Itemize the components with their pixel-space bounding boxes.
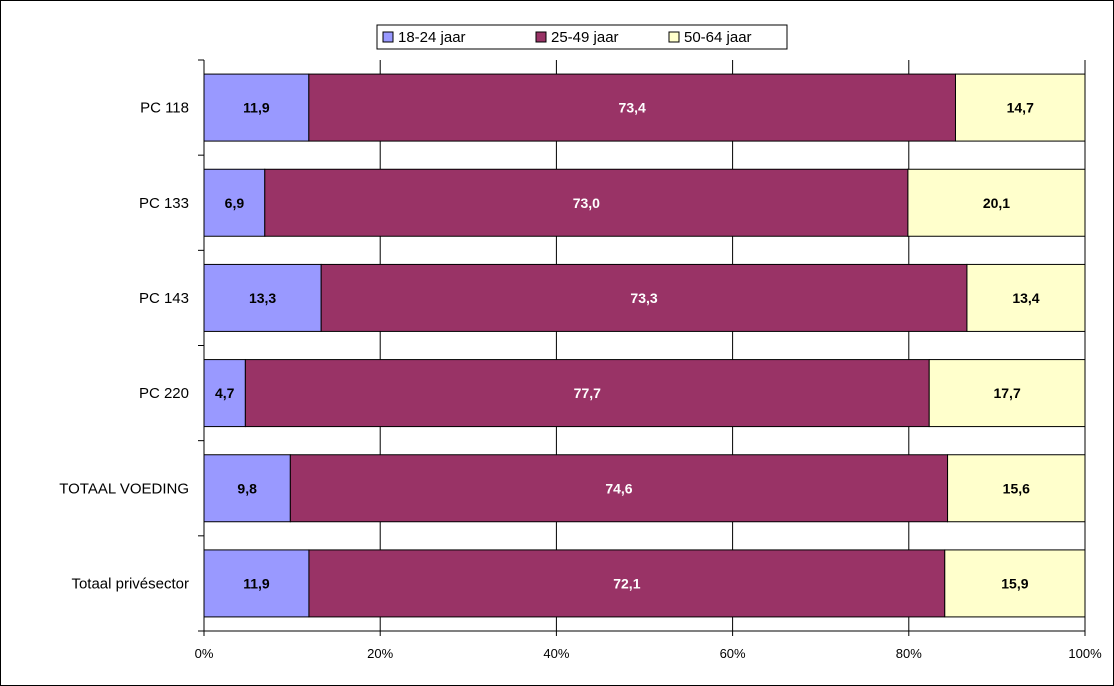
bar-segment	[203, 73, 310, 142]
data-label: 6,9	[225, 195, 245, 211]
data-label: 11,9	[243, 575, 270, 591]
data-label: 4,7	[215, 385, 235, 401]
data-label: 72,1	[613, 575, 640, 591]
axes: 0% 20% 40% 60% 80% 100% PC 118 PC 133 PC 143 PC 2…	[59, 59, 1102, 661]
x-tick-label: 20%	[367, 646, 393, 661]
data-label: 73,3	[630, 290, 657, 306]
bar-segment	[907, 168, 1086, 237]
data-label: 15,6	[1003, 480, 1030, 496]
legend-swatch	[535, 31, 547, 43]
data-label: 14,7	[1007, 100, 1034, 116]
bar-segment	[308, 549, 946, 618]
data-label: 73,0	[573, 195, 600, 211]
data-label: 13,3	[249, 290, 276, 306]
bar-segment	[947, 454, 1086, 523]
data-label: 77,7	[574, 385, 601, 401]
data-label: 73,4	[619, 100, 646, 116]
x-tick-label: 100%	[1068, 646, 1102, 661]
bar-segment	[264, 168, 909, 237]
bar-segment	[954, 73, 1086, 142]
data-label: 20,1	[983, 195, 1010, 211]
x-tick-label: 60%	[720, 646, 746, 661]
bar-segment	[944, 549, 1086, 618]
category-label: PC 143	[139, 290, 189, 307]
x-tick-label: 40%	[543, 646, 569, 661]
data-label: 13,4	[1012, 290, 1039, 306]
legend-swatch	[668, 31, 680, 43]
bar-segment	[966, 263, 1086, 332]
legend: 18-24 jaar 25-49 jaar 50-64 jaar	[376, 24, 788, 50]
bar-segment	[203, 454, 291, 523]
bar-segment	[244, 359, 930, 428]
data-label: 11,9	[243, 100, 270, 116]
bar-segment	[203, 359, 246, 428]
data-label: 15,9	[1001, 575, 1028, 591]
data-label: 17,7	[993, 385, 1020, 401]
data-label: 74,6	[605, 480, 632, 496]
x-tick-label: 0%	[195, 646, 214, 661]
category-label: PC 220	[139, 385, 189, 402]
legend-swatch	[382, 31, 394, 43]
bar-segment	[289, 454, 949, 523]
bar-segment	[203, 263, 322, 332]
data-label: 9,8	[237, 480, 257, 496]
category-label: PC 133	[139, 195, 189, 212]
category-label: PC 118	[140, 100, 189, 117]
legend-box	[376, 24, 788, 50]
bar-segment	[308, 73, 956, 142]
legend-label: 25-49 jaar	[551, 29, 619, 46]
bar-segment	[928, 359, 1086, 428]
legend-label: 50-64 jaar	[684, 29, 752, 46]
bars: 11,9 73,4 14,7 6,9 73,0 20,1 13,3 73,3 13,4 4,7 77…	[203, 73, 1086, 618]
legend-label: 18-24 jaar	[398, 29, 466, 46]
gridlines	[379, 60, 1086, 631]
x-tick-label: 80%	[896, 646, 922, 661]
category-label: TOTAAL VOEDING	[59, 480, 189, 497]
category-label: Totaal privésector	[71, 575, 189, 592]
bar-segment	[320, 263, 968, 332]
